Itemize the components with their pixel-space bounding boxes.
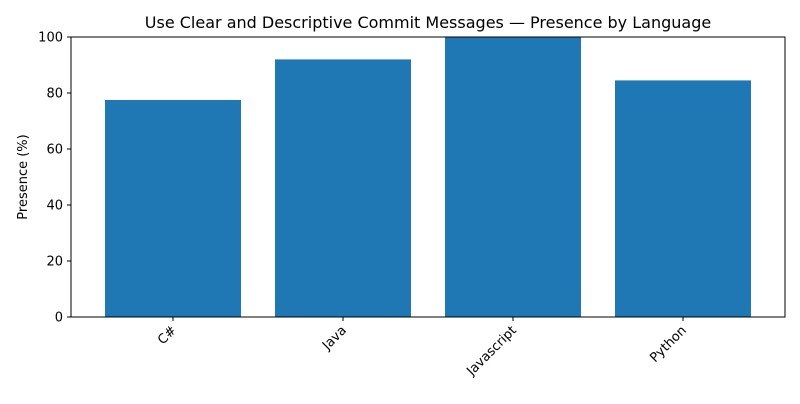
y-axis-label: Presence (%) [16, 134, 31, 219]
chart-title: Use Clear and Descriptive Commit Message… [145, 13, 711, 32]
x-tick-label: Java [319, 323, 350, 354]
plot-area: C# Java Javascript Python 0 20 40 60 80 100 [38, 31, 786, 380]
bar-python [615, 80, 751, 318]
bar-c- [105, 100, 241, 317]
x-tick-label: Javascript [463, 323, 519, 379]
x-tick-label: Python [647, 323, 689, 365]
y-tick-label: 20 [46, 255, 63, 270]
y-tick-label: 80 [46, 87, 63, 102]
y-tick-label: 100 [38, 31, 63, 46]
y-tick-label: 40 [46, 199, 63, 214]
y-tick-label: 60 [46, 143, 63, 158]
bar-java [275, 59, 411, 318]
bar-javascript [445, 37, 581, 317]
y-tick-label: 0 [55, 311, 63, 326]
x-tick-label: C# [155, 323, 180, 348]
axes-frame [70, 36, 786, 318]
